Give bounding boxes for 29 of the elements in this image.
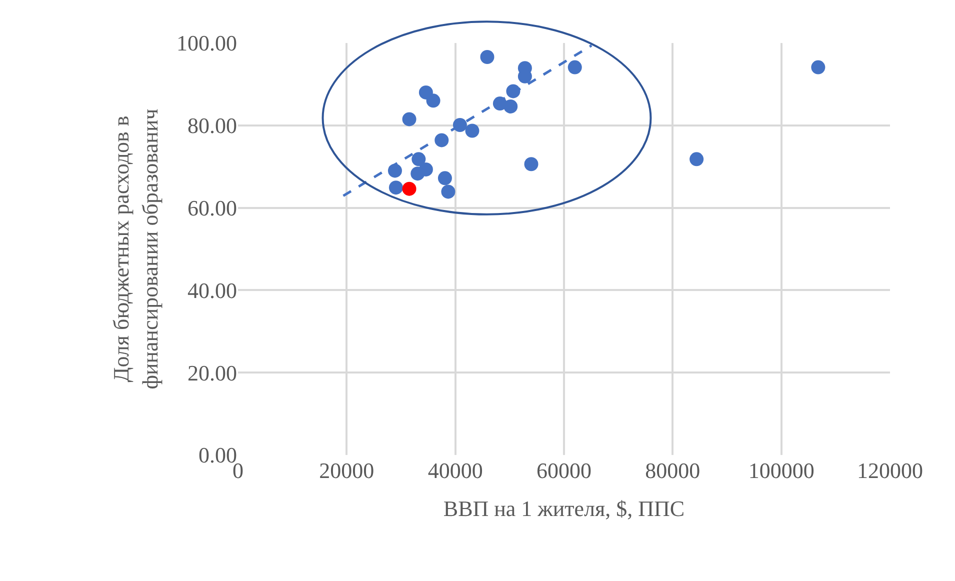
point (524, 157, 538, 172)
y-tick-label: 100.00 (176, 30, 237, 56)
point (568, 60, 582, 74)
point (426, 94, 440, 108)
x-tick-label: 40000 (428, 458, 483, 483)
point (690, 152, 704, 166)
x-axis-title: ВВП на 1 жителя, $, ППС (443, 496, 685, 521)
x-tick-label: 100000 (748, 458, 814, 483)
point (441, 184, 456, 199)
y-tick-label: 60.00 (188, 196, 237, 220)
point (811, 60, 826, 74)
y-tick-label: 40.00 (188, 278, 237, 303)
point (412, 152, 426, 166)
y-tick-label: 80.00 (188, 113, 237, 138)
point (402, 112, 416, 126)
point (438, 171, 452, 186)
x-tick-label: 60000 (536, 458, 592, 483)
point (388, 180, 403, 195)
y-axis-title: Доля бюджетных расходов в финансировании образованич (108, 108, 162, 390)
point (452, 118, 467, 132)
x-tick-label: 20000 (319, 458, 374, 483)
x-tick-label: 120000 (857, 458, 923, 483)
point (480, 50, 494, 64)
point (402, 182, 416, 196)
point (410, 166, 425, 181)
x-tick-label: 80000 (645, 458, 700, 483)
point (465, 124, 480, 138)
point (504, 99, 518, 114)
y-tick-label: 20.00 (188, 360, 237, 386)
